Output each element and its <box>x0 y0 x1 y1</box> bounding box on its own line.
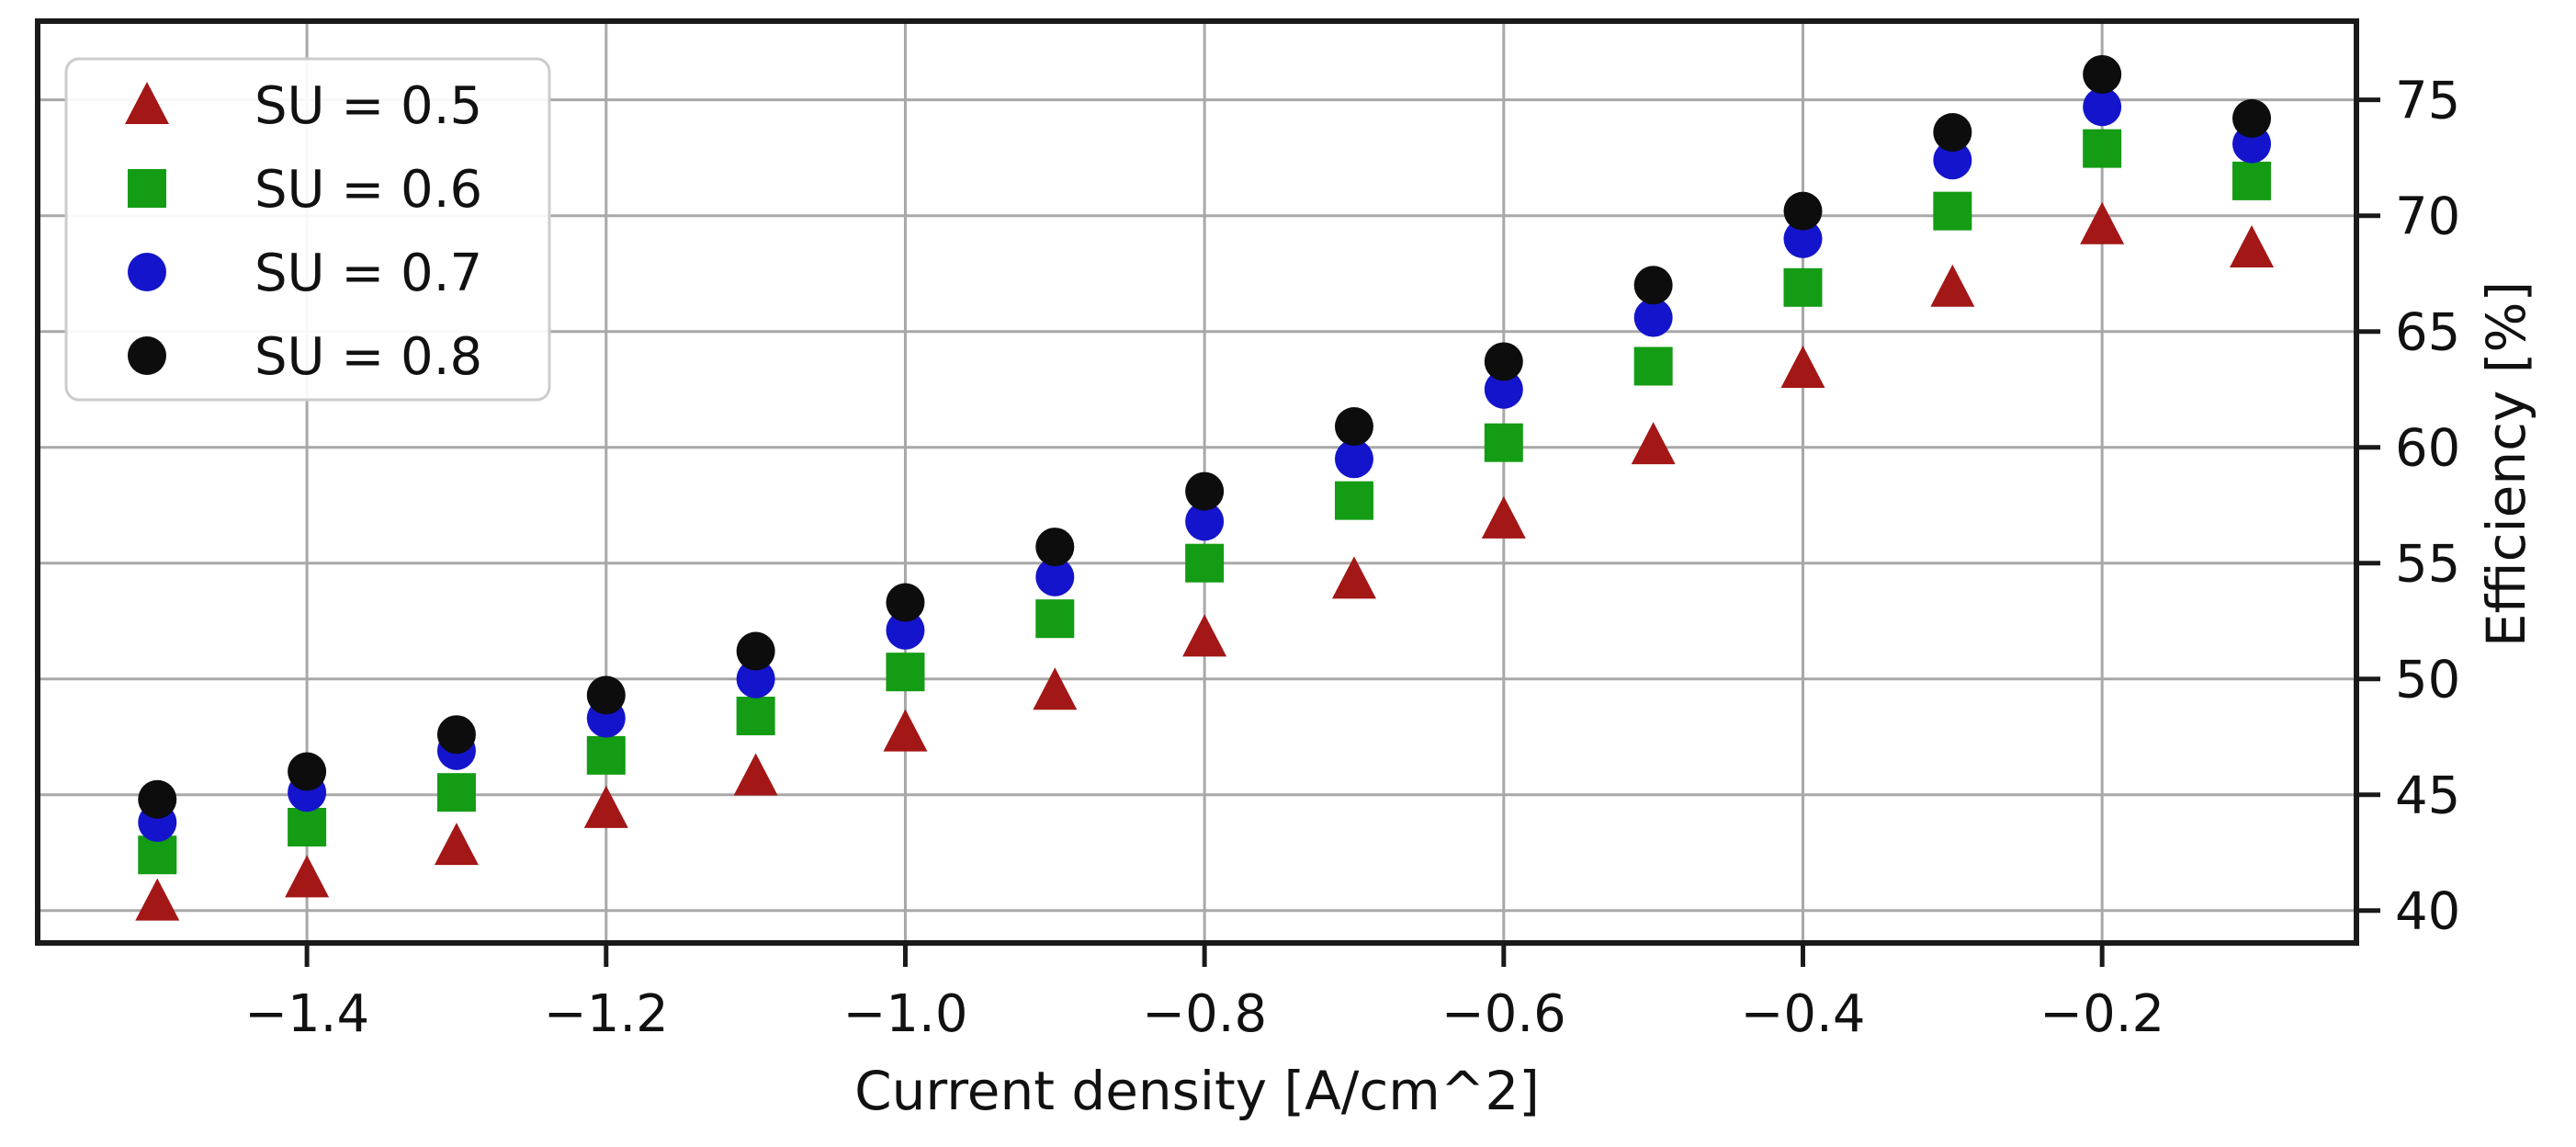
data-point <box>2232 161 2272 200</box>
data-point <box>1185 543 1225 583</box>
data-point <box>288 752 327 791</box>
data-point <box>138 835 177 875</box>
data-point <box>1484 342 1523 381</box>
series-su0.5 <box>135 201 2275 921</box>
legend-label-su-07: SU = 0.7 <box>254 244 482 303</box>
data-point <box>886 583 925 622</box>
data-point <box>1334 407 1373 447</box>
legend-marker-layer <box>125 82 169 375</box>
data-point <box>886 610 925 650</box>
data-point <box>1933 112 1972 152</box>
data-point <box>2083 87 2122 127</box>
data-point <box>1182 614 1227 657</box>
x-axis-label: Current density [A/cm^2] <box>854 1060 1540 1122</box>
data-point <box>1035 599 1075 639</box>
y-tick-label: 70 <box>2395 187 2460 247</box>
data-point <box>135 878 180 921</box>
data-point <box>1930 264 1975 307</box>
data-point <box>886 653 925 692</box>
data-point <box>1633 266 1673 305</box>
data-point <box>2230 224 2275 267</box>
data-point <box>2232 98 2272 138</box>
data-point <box>2083 54 2122 94</box>
data-point <box>1783 191 1823 231</box>
data-point <box>733 753 778 796</box>
legend-marker-triangle <box>125 82 169 124</box>
data-point <box>1484 369 1523 409</box>
data-point <box>1334 439 1373 479</box>
data-point <box>1933 141 1972 180</box>
x-tick-label: −0.8 <box>1142 984 1267 1044</box>
data-point <box>1783 219 1823 258</box>
tick-layer: −1.4 −1.2 −1.0 −0.8 −0.6 −0.4 −0.2 40 45 50 55 60 65… <box>244 72 2460 1044</box>
x-tick-label: −1.2 <box>544 984 669 1044</box>
data-point <box>1780 346 1825 389</box>
y-axis-label: Efficiency [%] <box>2475 281 2537 647</box>
data-point <box>1633 346 1673 386</box>
data-point <box>1035 528 1075 567</box>
legend: SU = 0.5 SU = 0.6 SU = 0.7 SU = 0.8 <box>64 57 551 402</box>
data-point <box>583 785 628 828</box>
legend-label-su-06: SU = 0.6 <box>254 160 482 220</box>
y-tick-label: 75 <box>2395 72 2460 131</box>
x-tick-label: −0.6 <box>1441 984 1566 1044</box>
y-tick-label: 55 <box>2395 535 2460 595</box>
data-point <box>736 631 775 671</box>
data-point <box>1185 502 1225 541</box>
data-point <box>288 807 327 846</box>
x-tick-label: −1.4 <box>244 984 369 1044</box>
data-point <box>1633 298 1673 337</box>
data-point <box>434 823 479 866</box>
legend-marker-square <box>128 169 166 208</box>
data-point <box>138 779 177 819</box>
data-point <box>1334 481 1373 520</box>
data-point <box>1185 471 1225 511</box>
y-tick-label: 50 <box>2395 651 2460 710</box>
data-point <box>586 676 626 715</box>
data-point <box>1331 556 1376 599</box>
data-point <box>2083 129 2122 168</box>
legend-marker-circle <box>128 336 166 375</box>
legend-label-su-05: SU = 0.5 <box>254 76 482 136</box>
data-point <box>2080 201 2125 244</box>
data-point <box>1035 557 1075 596</box>
data-point <box>586 735 626 775</box>
x-tick-label: −0.4 <box>1741 984 1866 1044</box>
data-point <box>736 659 775 698</box>
series-su0.6 <box>138 129 2272 875</box>
x-tick-label: −1.0 <box>842 984 967 1044</box>
data-point <box>436 715 476 755</box>
y-tick-label: 60 <box>2395 419 2460 479</box>
legend-box <box>64 57 551 402</box>
series-su0.8 <box>138 54 2272 819</box>
data-point <box>285 855 330 898</box>
plot-border <box>35 18 2359 946</box>
data-point <box>736 697 775 736</box>
y-tick-label: 65 <box>2395 303 2460 363</box>
data-point <box>1933 191 1972 231</box>
legend-marker-circle <box>128 253 166 291</box>
y-tick-label: 40 <box>2395 882 2460 942</box>
data-point <box>1783 267 1823 307</box>
data-point <box>1033 667 1078 710</box>
data-point <box>1484 423 1523 462</box>
data-point <box>436 773 476 812</box>
y-tick-label: 45 <box>2395 767 2460 826</box>
data-point <box>1631 422 1676 465</box>
legend-label-su-08: SU = 0.8 <box>254 327 482 387</box>
marker-layer <box>135 54 2275 921</box>
data-point <box>1481 495 1526 539</box>
data-point <box>883 709 928 752</box>
x-tick-label: −0.2 <box>2039 984 2164 1044</box>
